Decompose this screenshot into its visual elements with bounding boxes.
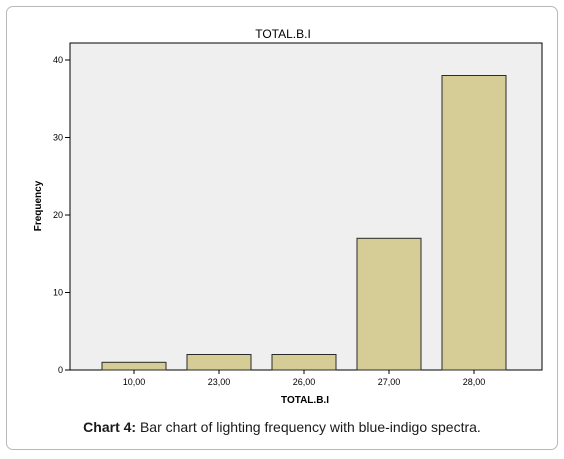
y-tick-label-20: 20: [53, 210, 63, 220]
bars-layer: [101, 75, 507, 371]
y-tick-label-0: 0: [58, 365, 63, 375]
x-tick-label-1: 23,00: [208, 377, 231, 387]
x-axis-label: TOTAL.B.I: [281, 395, 329, 406]
chart-title: TOTAL.B.I: [255, 27, 311, 41]
x-tick-label-2: 26,00: [293, 377, 316, 387]
x-tick-label-0: 10,00: [123, 377, 146, 387]
bar-28,00: [441, 75, 507, 371]
bar-26,00: [271, 354, 337, 371]
caption-text: Bar chart of lighting frequency with blu…: [136, 419, 481, 435]
y-tick-label-40: 40: [53, 55, 63, 65]
figure-caption: Chart 4: Bar chart of lighting frequency…: [0, 419, 564, 435]
y-tick-label-30: 30: [53, 133, 63, 143]
bar-23,00: [186, 354, 252, 371]
bar-27,00: [356, 237, 422, 371]
y-tick-label-10: 10: [53, 288, 63, 298]
x-axis-ticks: 10,00 23,00 26,00 27,00 28,00: [123, 370, 486, 387]
y-axis-ticks: 0 10 20 30 40: [53, 55, 70, 375]
y-axis-label: Frequency: [33, 180, 44, 231]
x-tick-label-3: 27,00: [378, 377, 401, 387]
caption-label: Chart 4:: [83, 419, 137, 435]
bar-10,00: [101, 361, 167, 371]
x-tick-label-4: 28,00: [463, 377, 486, 387]
